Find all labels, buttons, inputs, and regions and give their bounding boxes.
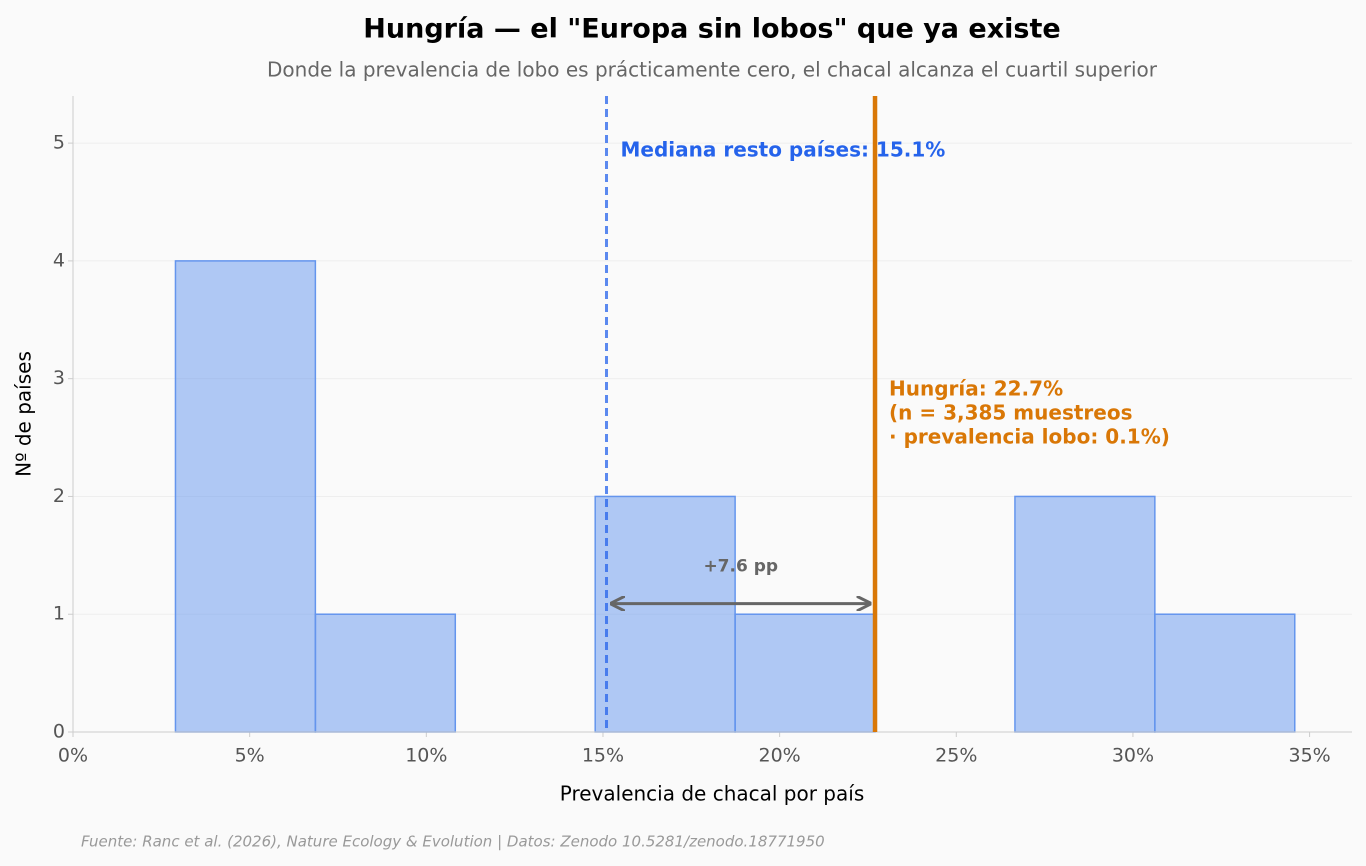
reference-label: · prevalencia lobo: 0.1%) [889, 425, 1170, 449]
bar [594, 495, 736, 733]
x-tick-label: 15% [582, 745, 624, 767]
reference-label: (n = 3,385 muestreos [889, 401, 1132, 425]
reference-label: Hungría: 22.7% [889, 377, 1063, 401]
chart-title: Hungría — el "Europa sin lobos" que ya e… [363, 14, 1060, 45]
y-tick-label: 0 [53, 721, 65, 743]
bar [314, 613, 457, 733]
x-tick-label: 25% [935, 745, 977, 767]
x-axis-label: Prevalencia de chacal por país [560, 782, 864, 806]
x-tick-label: 10% [405, 745, 447, 767]
y-axis-label: Nº de países [12, 351, 36, 477]
y-tick-label: 3 [53, 367, 65, 389]
x-tick-label: 20% [759, 745, 801, 767]
x-tick-label: 5% [235, 745, 265, 767]
x-tick-label: 0% [58, 745, 88, 767]
bar [1154, 613, 1296, 733]
source-note: Fuente: Ranc et al. (2026), Nature Ecolo… [81, 833, 825, 851]
x-tick-label: 30% [1112, 745, 1154, 767]
y-tick-label: 4 [53, 249, 65, 271]
x-tick-label: 35% [1288, 745, 1330, 767]
difference-label: +7.6 pp [703, 557, 778, 577]
reference-label: Mediana resto países: 15.1% [621, 138, 946, 162]
bar [1014, 495, 1156, 733]
bar [734, 613, 876, 733]
bar [174, 260, 317, 733]
y-tick-label: 1 [53, 603, 65, 625]
chart-subtitle: Donde la prevalencia de lobo es práctica… [267, 58, 1158, 82]
y-tick-label: 2 [53, 485, 65, 507]
y-tick-label: 5 [53, 132, 65, 154]
